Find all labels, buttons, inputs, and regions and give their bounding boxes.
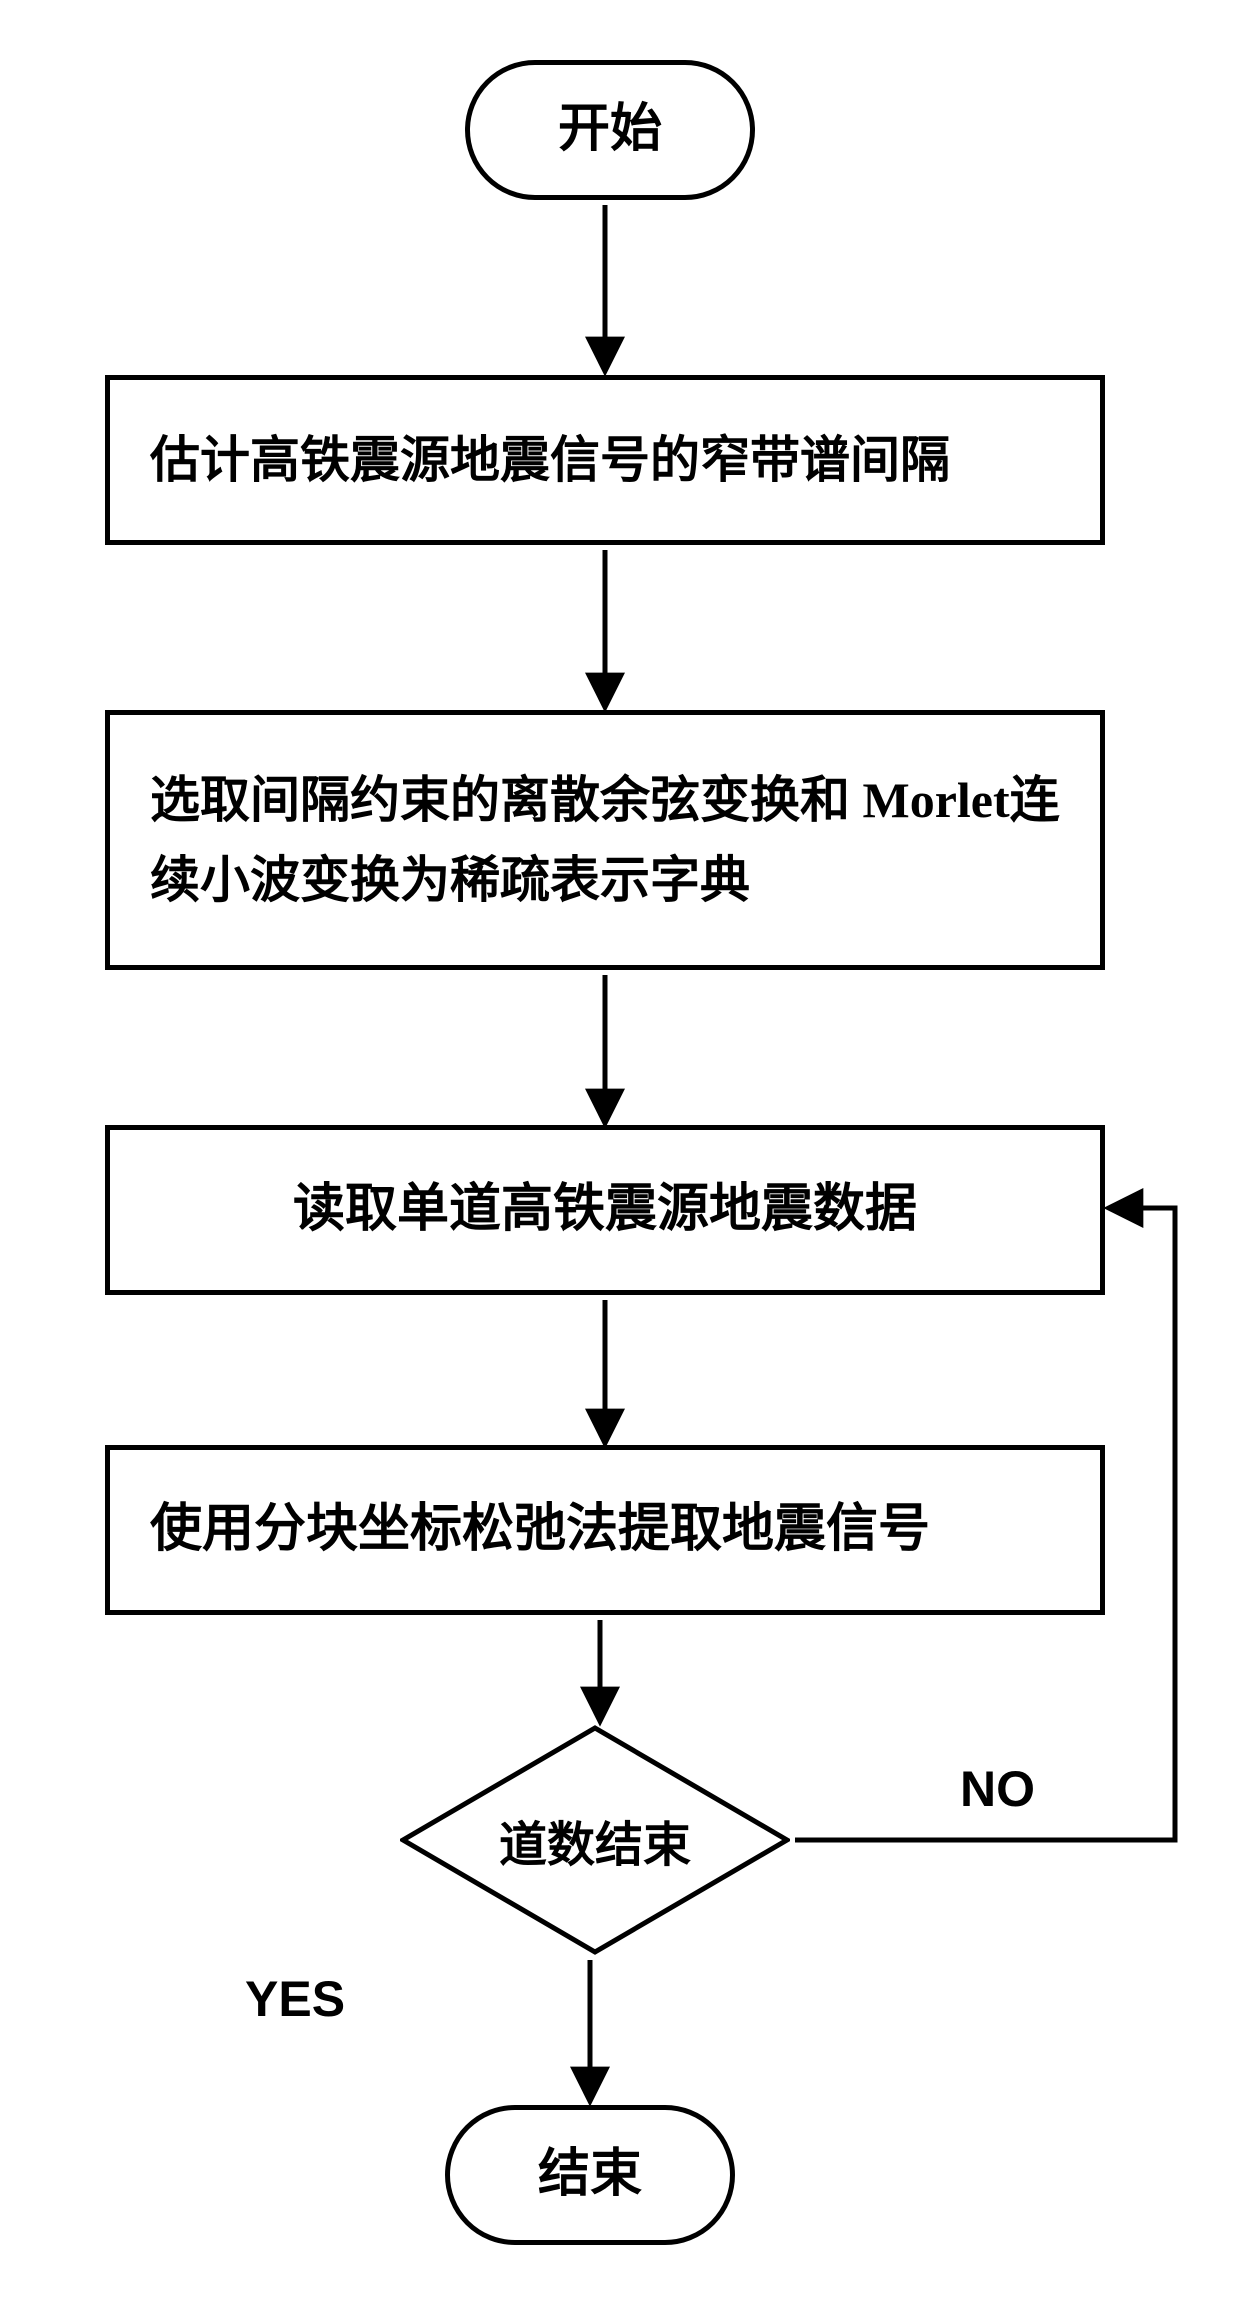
decision-node: 道数结束 [400,1725,790,1955]
step1-label: 估计高铁震源地震信号的窄带谱间隔 [110,420,1100,500]
step1-node: 估计高铁震源地震信号的窄带谱间隔 [105,375,1105,545]
no-label: NO [960,1760,1035,1818]
decision-shape [400,1725,790,1955]
end-node: 结束 [445,2105,735,2245]
flowchart-canvas: 开始 估计高铁震源地震信号的窄带谱间隔 选取间隔约束的离散余弦变换和 Morle… [0,0,1240,2306]
step2-label: 选取间隔约束的离散余弦变换和 Morlet连续小波变换为稀疏表示字典 [110,760,1100,920]
end-label: 结束 [538,2133,642,2216]
step3-label: 读取单道高铁震源地震数据 [110,1168,1100,1251]
step4-node: 使用分块坐标松弛法提取地震信号 [105,1445,1105,1615]
step4-label: 使用分块坐标松弛法提取地震信号 [110,1488,1100,1571]
step2-node: 选取间隔约束的离散余弦变换和 Morlet连续小波变换为稀疏表示字典 [105,710,1105,970]
step3-node: 读取单道高铁震源地震数据 [105,1125,1105,1295]
yes-label: YES [245,1970,345,2028]
start-node: 开始 [465,60,755,200]
start-label: 开始 [558,88,662,171]
